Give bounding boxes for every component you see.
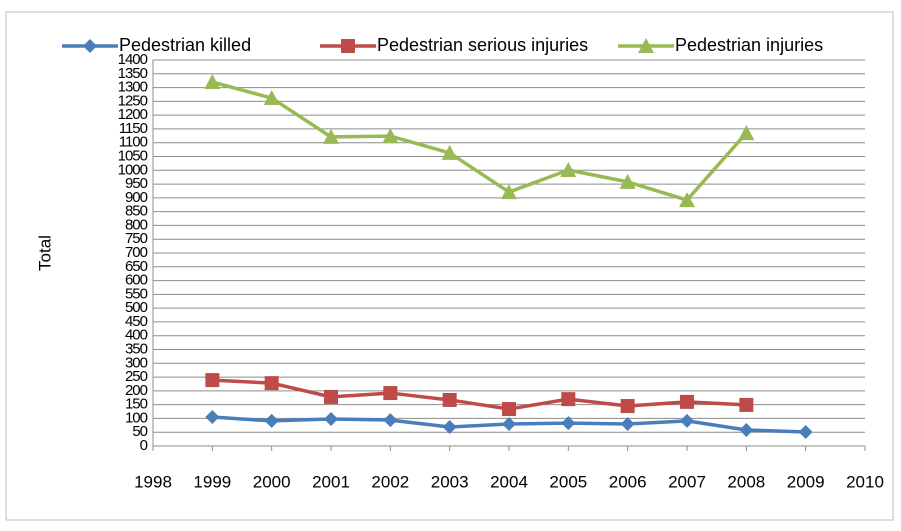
legend-label: Pedestrian killed bbox=[119, 35, 251, 55]
data-point bbox=[205, 373, 220, 388]
data-point bbox=[501, 184, 517, 200]
data-point bbox=[441, 144, 458, 160]
y-tick-label: 700 bbox=[125, 244, 148, 261]
y-tick-label: 1100 bbox=[119, 134, 148, 151]
y-tick-label: 800 bbox=[125, 216, 148, 233]
y-tick-label: 0 bbox=[140, 437, 148, 454]
y-tick-label: 850 bbox=[125, 203, 148, 220]
data-point bbox=[324, 389, 338, 404]
data-point bbox=[739, 397, 754, 412]
y-tick-label: 1200 bbox=[118, 106, 148, 123]
y-tick-label: 1050 bbox=[118, 147, 148, 164]
data-point bbox=[561, 392, 576, 407]
y-tick-label: 150 bbox=[125, 396, 148, 413]
x-tick-label: 2006 bbox=[609, 472, 647, 491]
data-point bbox=[620, 399, 635, 414]
data-point bbox=[205, 410, 220, 425]
data-point bbox=[324, 411, 338, 426]
y-tick-label: 250 bbox=[125, 368, 148, 385]
x-tick-label: 2002 bbox=[371, 472, 409, 491]
x-tick-label: 2010 bbox=[846, 472, 884, 491]
y-tick-label: 600 bbox=[125, 272, 148, 289]
x-tick-label: 2001 bbox=[312, 472, 350, 491]
data-point bbox=[620, 416, 635, 431]
legend-label: Pedestrian serious injuries bbox=[377, 35, 588, 55]
y-tick-label: 1000 bbox=[118, 161, 148, 178]
data-point bbox=[619, 173, 636, 189]
y-tick-label: 650 bbox=[125, 258, 148, 275]
y-tick-label: 1150 bbox=[119, 120, 148, 137]
y-tick-label: 550 bbox=[125, 285, 148, 302]
y-tick-label: 500 bbox=[125, 299, 148, 316]
data-point bbox=[383, 386, 398, 401]
legend-marker bbox=[638, 38, 654, 53]
y-axis-label: Total bbox=[35, 235, 54, 271]
x-tick-label: 1998 bbox=[134, 472, 172, 491]
data-point bbox=[442, 392, 457, 407]
y-tick-label: 950 bbox=[125, 175, 148, 192]
data-point bbox=[264, 376, 279, 391]
data-point bbox=[323, 128, 339, 144]
data-point bbox=[680, 394, 694, 409]
legend-label: Pedestrian injuries bbox=[675, 35, 823, 55]
data-point bbox=[442, 419, 457, 434]
y-tick-label: 400 bbox=[125, 327, 148, 344]
x-tick-label: 1999 bbox=[193, 472, 231, 491]
x-tick-label: 2000 bbox=[253, 472, 291, 491]
y-tick-label: 450 bbox=[125, 313, 148, 330]
data-point bbox=[560, 162, 577, 178]
y-tick-label: 750 bbox=[125, 230, 148, 247]
data-point bbox=[798, 424, 813, 439]
legend-marker bbox=[341, 39, 355, 53]
y-tick-label: 1300 bbox=[118, 79, 148, 96]
data-point bbox=[679, 192, 695, 208]
y-tick-label: 200 bbox=[125, 382, 148, 399]
y-tick-label: 300 bbox=[125, 354, 148, 371]
data-point bbox=[561, 416, 576, 431]
y-tick-label: 100 bbox=[125, 409, 148, 426]
legend-marker bbox=[83, 39, 97, 53]
x-tick-label: 2004 bbox=[490, 472, 528, 491]
y-tick-label: 350 bbox=[125, 340, 148, 357]
series-line bbox=[212, 378, 747, 411]
x-tick-label: 2009 bbox=[787, 472, 825, 491]
data-point bbox=[739, 423, 754, 438]
x-tick-label: 2005 bbox=[549, 472, 587, 491]
y-tick-label: 900 bbox=[125, 189, 148, 206]
y-tick-label: 1350 bbox=[118, 65, 148, 82]
data-point bbox=[502, 402, 516, 417]
data-point bbox=[204, 74, 221, 90]
y-tick-label: 1400 bbox=[118, 51, 148, 68]
data-point bbox=[264, 413, 279, 428]
data-point bbox=[502, 416, 516, 431]
y-tick-label: 50 bbox=[132, 423, 147, 440]
data-point bbox=[382, 128, 399, 144]
x-tick-label: 2003 bbox=[431, 472, 469, 491]
data-point bbox=[383, 413, 398, 428]
data-point bbox=[263, 90, 280, 106]
x-tick-label: 2007 bbox=[668, 472, 706, 491]
x-tick-label: 2008 bbox=[727, 472, 765, 491]
data-point bbox=[680, 413, 694, 428]
y-tick-label: 1250 bbox=[118, 92, 148, 109]
series-line bbox=[211, 80, 748, 202]
data-point bbox=[738, 125, 755, 141]
